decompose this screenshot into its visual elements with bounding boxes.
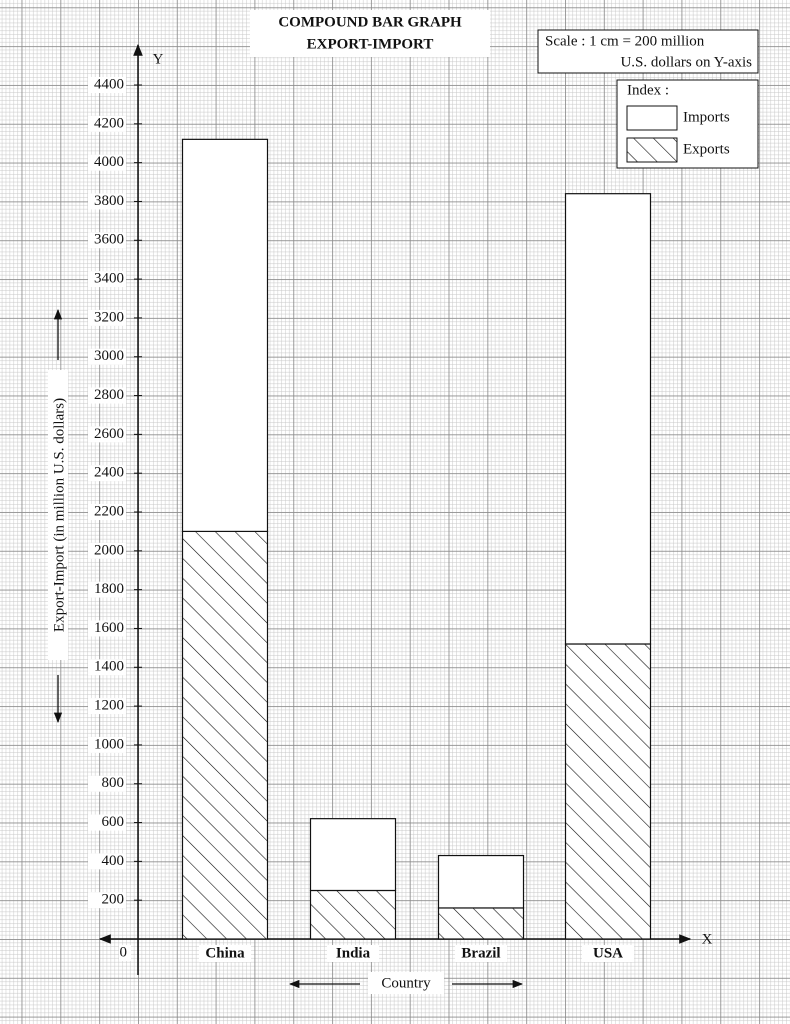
scale-note: U.S. dollars on Y-axis	[620, 54, 752, 70]
tick-label-bg	[119, 945, 131, 961]
y-tick-label: 800	[102, 775, 125, 791]
x-tick-label: Brazil	[461, 945, 500, 961]
bar-segment	[437, 854, 525, 909]
y-axis-label: Export-Import (in million U.S. dollars)	[51, 398, 67, 632]
y-tick-label: 200	[102, 892, 125, 908]
bar-background	[566, 644, 651, 939]
y-tick-label: 4000	[94, 154, 124, 170]
y-tick-label: 1200	[94, 698, 124, 714]
tick-label-bg	[88, 698, 126, 715]
y-tick-label: 1400	[94, 659, 124, 675]
x-label-bg	[368, 972, 444, 994]
tick-label-bg	[88, 232, 126, 249]
legend-swatch	[626, 137, 678, 163]
label-bg	[327, 945, 379, 962]
tick-label-bg	[88, 581, 126, 598]
legend-title: Index :	[627, 82, 669, 98]
tick-label-bg	[88, 659, 126, 676]
legend-swatch	[626, 105, 678, 131]
bar-segment	[309, 889, 397, 940]
y-tick-label: 2600	[94, 426, 124, 442]
label-bg	[455, 945, 507, 962]
label-bg	[199, 945, 251, 962]
tick-label-bg	[88, 309, 126, 326]
y-tick-label: 1800	[94, 581, 124, 597]
bar-segment	[181, 138, 269, 533]
bar-background	[439, 908, 524, 939]
tick-label-bg	[88, 115, 126, 132]
tick-label-bg	[88, 775, 126, 792]
bar-segment	[181, 530, 269, 940]
y-tick-label: 1000	[94, 736, 124, 752]
y-tick-label: 3200	[94, 309, 124, 325]
tick-label-bg	[88, 271, 126, 288]
bar-segment	[564, 193, 652, 645]
scale-box	[537, 29, 759, 74]
title-box	[250, 10, 490, 57]
y-axis-letter: Y	[153, 51, 164, 67]
y-tick-label: 3600	[94, 232, 124, 248]
y-tick-label: 4400	[94, 76, 124, 92]
y-tick-label: 4200	[94, 115, 124, 131]
chart-title: COMPOUND BAR GRAPH	[278, 14, 462, 30]
tick-label-bg	[88, 465, 126, 482]
tick-label-bg	[88, 193, 126, 210]
legend-label: Imports	[683, 109, 730, 125]
tick-label-bg	[88, 154, 126, 171]
scale-note: Scale : 1 cm = 200 million	[545, 33, 705, 49]
tick-label-bg	[88, 542, 126, 559]
y-tick-label: 2800	[94, 387, 124, 403]
tick-label-bg	[88, 504, 126, 520]
y-tick-label: 2200	[94, 503, 124, 519]
x-axis-label: Country	[381, 975, 431, 991]
tick-label-bg	[88, 736, 126, 753]
x-tick-label: USA	[593, 945, 623, 961]
tick-label-bg	[88, 387, 126, 404]
tick-label-bg	[88, 853, 126, 870]
tick-label-bg	[88, 814, 126, 831]
bar-segment	[309, 818, 397, 892]
y-tick-label: 3400	[94, 271, 124, 287]
tick-label-bg	[88, 892, 126, 909]
bar-background	[311, 890, 396, 939]
x-tick-label: China	[205, 945, 245, 961]
legend-label: Exports	[683, 141, 730, 157]
y-label-bg	[48, 370, 68, 660]
y-tick-label: 1600	[94, 620, 124, 636]
tick-label-bg	[88, 426, 126, 443]
chart-subtitle: EXPORT-IMPORT	[307, 36, 434, 52]
x-tick-label: India	[336, 945, 371, 961]
tick-label-bg	[88, 77, 126, 93]
y-tick-label: 2000	[94, 542, 124, 558]
y-tick-label: 0	[120, 944, 128, 960]
y-tick-label: 600	[102, 814, 125, 830]
y-tick-label: 400	[102, 853, 125, 869]
label-bg	[582, 945, 634, 962]
tick-label-bg	[88, 620, 126, 637]
tick-label-bg	[88, 348, 126, 365]
y-tick-label: 3800	[94, 193, 124, 209]
y-tick-label: 2400	[94, 465, 124, 481]
bar-background	[183, 531, 268, 939]
y-tick-label: 3000	[94, 348, 124, 364]
x-axis-letter: X	[702, 931, 713, 947]
bar-segment	[437, 907, 525, 940]
